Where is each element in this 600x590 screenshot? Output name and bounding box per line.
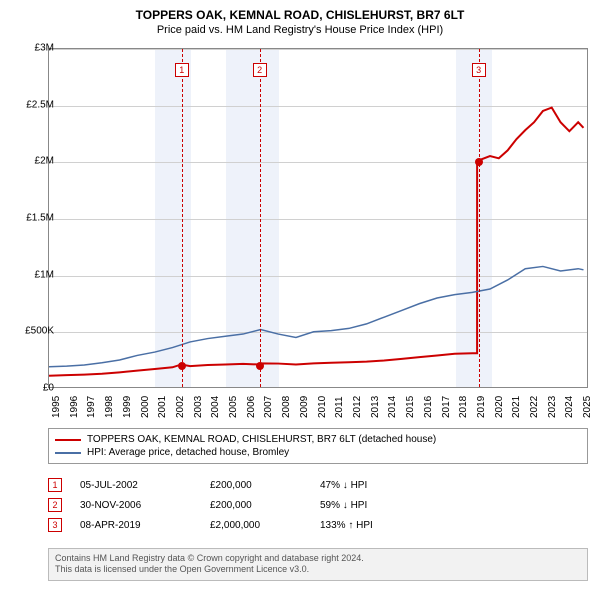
- chart-title: TOPPERS OAK, KEMNAL ROAD, CHISLEHURST, B…: [0, 0, 600, 22]
- x-axis-label: 2014: [387, 396, 398, 418]
- marker-dot: [178, 362, 186, 370]
- x-axis-label: 2003: [193, 396, 204, 418]
- x-axis-label: 2024: [564, 396, 575, 418]
- x-axis-label: 2012: [352, 396, 363, 418]
- x-axis-label: 2025: [582, 396, 593, 418]
- x-axis-label: 2023: [547, 396, 558, 418]
- x-axis-label: 2022: [529, 396, 540, 418]
- event-row: 2 30-NOV-2006 £200,000 59% ↓ HPI: [48, 495, 588, 515]
- event-marker-box: 3: [48, 518, 62, 532]
- x-axis-label: 2009: [299, 396, 310, 418]
- marker-box: 3: [472, 63, 486, 77]
- chart-plot-area: 1 2 3: [48, 48, 588, 388]
- series-line-price_paid: [49, 108, 583, 376]
- event-delta: 59% ↓ HPI: [320, 500, 430, 511]
- y-axis-label: £0: [43, 383, 54, 394]
- chart-subtitle: Price paid vs. HM Land Registry's House …: [0, 22, 600, 36]
- event-row: 3 08-APR-2019 £2,000,000 133% ↑ HPI: [48, 515, 588, 535]
- x-axis-label: 2006: [246, 396, 257, 418]
- event-price: £2,000,000: [210, 520, 320, 531]
- x-axis-label: 2016: [423, 396, 434, 418]
- x-axis-label: 1997: [86, 396, 97, 418]
- x-axis-label: 2000: [140, 396, 151, 418]
- x-axis-label: 2002: [175, 396, 186, 418]
- x-axis-label: 2020: [494, 396, 505, 418]
- x-axis-label: 2008: [281, 396, 292, 418]
- series-line-hpi: [49, 266, 583, 366]
- marker-box: 2: [253, 63, 267, 77]
- events-table: 1 05-JUL-2002 £200,000 47% ↓ HPI 2 30-NO…: [48, 475, 588, 535]
- footer-line: Contains HM Land Registry data © Crown c…: [55, 553, 581, 564]
- x-axis-label: 1999: [122, 396, 133, 418]
- x-axis-label: 2010: [317, 396, 328, 418]
- legend-item: HPI: Average price, detached house, Brom…: [55, 446, 581, 459]
- event-marker-box: 2: [48, 498, 62, 512]
- event-delta: 133% ↑ HPI: [320, 520, 430, 531]
- y-axis-label: £1M: [35, 269, 54, 280]
- event-date: 30-NOV-2006: [80, 500, 210, 511]
- chart-container: TOPPERS OAK, KEMNAL ROAD, CHISLEHURST, B…: [0, 0, 600, 590]
- legend: TOPPERS OAK, KEMNAL ROAD, CHISLEHURST, B…: [48, 428, 588, 464]
- x-axis-label: 2021: [511, 396, 522, 418]
- x-axis-label: 2004: [210, 396, 221, 418]
- legend-swatch: [55, 452, 81, 454]
- marker-box: 1: [175, 63, 189, 77]
- y-axis-label: £500K: [25, 326, 54, 337]
- event-date: 08-APR-2019: [80, 520, 210, 531]
- chart-lines-svg: [49, 49, 587, 387]
- event-price: £200,000: [210, 480, 320, 491]
- legend-label: TOPPERS OAK, KEMNAL ROAD, CHISLEHURST, B…: [87, 434, 436, 445]
- x-axis-label: 2005: [228, 396, 239, 418]
- marker-dot: [256, 362, 264, 370]
- legend-item: TOPPERS OAK, KEMNAL ROAD, CHISLEHURST, B…: [55, 433, 581, 446]
- footer-line: This data is licensed under the Open Gov…: [55, 564, 581, 575]
- y-axis-label: £3M: [35, 43, 54, 54]
- y-axis-label: £2.5M: [26, 99, 54, 110]
- event-marker-box: 1: [48, 478, 62, 492]
- event-delta: 47% ↓ HPI: [320, 480, 430, 491]
- x-axis-label: 2017: [441, 396, 452, 418]
- marker-dot: [475, 158, 483, 166]
- x-axis-label: 2007: [263, 396, 274, 418]
- x-axis-label: 2011: [334, 396, 345, 418]
- event-date: 05-JUL-2002: [80, 480, 210, 491]
- y-axis-label: £1.5M: [26, 213, 54, 224]
- legend-swatch: [55, 439, 81, 441]
- x-axis-label: 2001: [157, 396, 168, 418]
- event-row: 1 05-JUL-2002 £200,000 47% ↓ HPI: [48, 475, 588, 495]
- x-axis-label: 2018: [458, 396, 469, 418]
- x-axis-label: 2013: [370, 396, 381, 418]
- x-axis-label: 2015: [405, 396, 416, 418]
- x-axis-label: 1996: [69, 396, 80, 418]
- x-axis-label: 2019: [476, 396, 487, 418]
- x-axis-label: 1998: [104, 396, 115, 418]
- legend-label: HPI: Average price, detached house, Brom…: [87, 447, 289, 458]
- event-price: £200,000: [210, 500, 320, 511]
- footer-attribution: Contains HM Land Registry data © Crown c…: [48, 548, 588, 581]
- y-axis-label: £2M: [35, 156, 54, 167]
- x-axis-label: 1995: [51, 396, 62, 418]
